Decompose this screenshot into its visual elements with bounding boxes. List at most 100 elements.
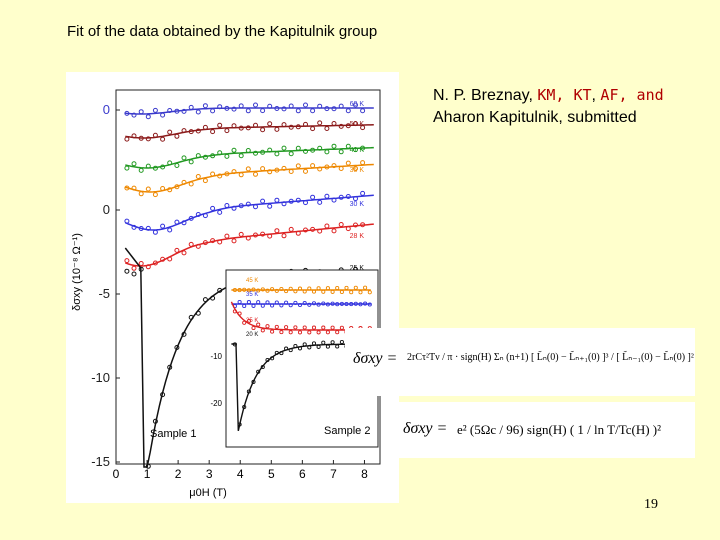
inset-data-point [363, 285, 368, 290]
inset-data-point [232, 287, 237, 293]
inset-data-point [260, 364, 265, 370]
data-point [288, 103, 294, 109]
data-point [295, 163, 301, 169]
data-point [245, 125, 251, 131]
data-point [317, 166, 323, 172]
data-point [181, 108, 187, 114]
data-point [288, 124, 294, 130]
inset-data-point [311, 289, 317, 294]
data-point [231, 205, 237, 211]
data-point [353, 222, 358, 228]
data-point [317, 145, 323, 151]
inset-data-point [256, 288, 261, 293]
inset-data-point [297, 302, 303, 308]
inset-data-point [311, 325, 317, 330]
inset-data-point [339, 301, 344, 306]
legend-entry: 41 K [350, 147, 365, 154]
data-point [210, 238, 216, 244]
data-point [145, 463, 151, 469]
data-point [338, 194, 344, 200]
data-point [174, 133, 180, 139]
data-point [360, 190, 366, 196]
data-point [360, 160, 366, 166]
data-point [274, 106, 280, 111]
inset-data-point [270, 287, 275, 292]
data-point [360, 125, 366, 131]
data-point [274, 126, 280, 132]
inset-data-point [367, 290, 372, 295]
inset-series-45k [231, 285, 372, 295]
data-point [145, 114, 151, 120]
legend-entry: 25 K [350, 265, 365, 272]
inset-data-point [251, 325, 256, 331]
data-point [217, 173, 223, 179]
data-point [338, 103, 344, 109]
inset-data-point [339, 339, 344, 345]
data-point [174, 219, 180, 225]
inset-data-point [246, 389, 251, 394]
inset-data-point [293, 289, 298, 294]
inset-data-point [311, 301, 317, 306]
inset-data-point [265, 357, 270, 363]
data-point [210, 205, 216, 211]
data-point [224, 153, 230, 159]
data-point [131, 271, 137, 277]
authors-suffix: Aharon Kapitulnik, submitted [433, 109, 637, 126]
data-point [160, 223, 166, 229]
data-point [245, 148, 251, 153]
y-tick-label: -10 [91, 370, 110, 385]
data-point [345, 160, 351, 166]
inset-data-point [288, 286, 293, 291]
authors-sep: , [591, 87, 601, 104]
data-point [202, 103, 208, 109]
inset-data-point [284, 325, 289, 330]
data-point [202, 124, 208, 130]
x-tick-label: 2 [175, 467, 182, 481]
data-point [231, 106, 237, 112]
data-point [274, 151, 280, 157]
inset-data-point [242, 320, 247, 325]
inset-y-tick-label: -10 [210, 352, 222, 361]
figure-panel: 0 1 2 3 4 5 6 7 8 μ0H (T) 0 0 -5 -10 -15 δσxy (10⁻⁸ Ω⁻¹… [66, 72, 399, 503]
inset-data-point [246, 300, 251, 305]
data-point [331, 163, 337, 169]
inset-data-point [274, 350, 279, 355]
data-point [231, 123, 237, 129]
data-point [124, 165, 130, 171]
inset-data-point [284, 289, 289, 294]
data-point [195, 153, 201, 159]
data-point [138, 226, 144, 231]
data-point [217, 209, 223, 215]
inset-legend-entry: 25 K [246, 318, 258, 324]
inset-data-point [307, 345, 312, 350]
data-point [245, 166, 251, 172]
data-point [331, 197, 337, 203]
data-point [274, 167, 280, 173]
data-point [174, 163, 180, 168]
data-point [202, 297, 208, 303]
inset-data-point [344, 301, 349, 307]
data-point [324, 106, 330, 112]
data-point [167, 364, 173, 370]
data-point [303, 102, 308, 108]
data-point [260, 231, 266, 237]
data-point [131, 185, 137, 191]
data-point [138, 167, 144, 173]
data-point [238, 125, 244, 131]
inset-data-point [325, 344, 330, 349]
data-point [160, 164, 166, 170]
equation-2: δσxy = e² (5Ωc / 96) sign(H) ( 1 / ln T/… [397, 402, 695, 458]
inset-data-point [293, 325, 298, 330]
inset-data-point [293, 343, 298, 349]
inset-data-point [270, 356, 275, 361]
inset-data-point [325, 286, 330, 291]
y-tick-label: 0 [103, 202, 110, 217]
inset-data-point [251, 303, 256, 308]
data-point [160, 392, 166, 398]
inset-data-point [246, 288, 251, 293]
data-point [224, 203, 230, 208]
inset-data-point [302, 301, 307, 306]
inset-data-point [260, 287, 265, 292]
data-point [152, 229, 158, 235]
data-point [167, 187, 173, 193]
